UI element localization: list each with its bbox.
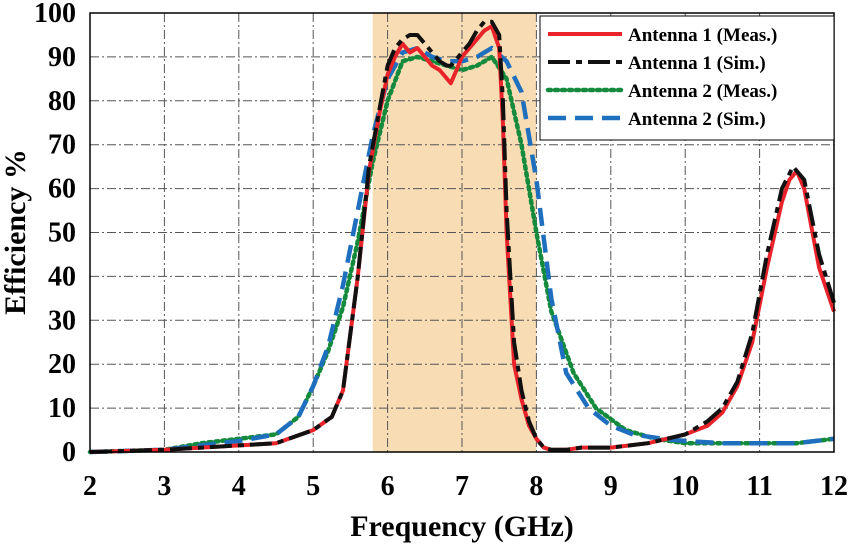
x-tick-label: 12 <box>820 471 848 502</box>
x-tick-label: 8 <box>529 471 543 502</box>
y-tick-label: 90 <box>48 42 76 73</box>
y-tick-label: 100 <box>34 0 76 29</box>
x-tick-label: 7 <box>455 471 469 502</box>
y-tick-label: 80 <box>48 86 76 117</box>
x-tick-label: 4 <box>232 471 246 502</box>
x-tick-label: 2 <box>83 471 97 502</box>
x-tick-label: 5 <box>306 471 320 502</box>
legend-label: Antenna 2 (Meas.) <box>628 81 777 102</box>
x-tick-label: 11 <box>746 471 772 502</box>
y-tick-label: 40 <box>48 261 76 292</box>
y-axis-label: Efficiency % <box>0 149 32 315</box>
y-tick-label: 50 <box>48 218 76 249</box>
y-tick-label: 0 <box>62 437 76 468</box>
y-tick-label: 20 <box>48 349 76 380</box>
x-tick-label: 9 <box>604 471 618 502</box>
x-tick-label: 10 <box>671 471 699 502</box>
legend-label: Antenna 2 (Sim.) <box>628 109 766 130</box>
y-tick-label: 70 <box>48 130 76 161</box>
x-tick-label: 3 <box>157 471 171 502</box>
legend-label: Antenna 1 (Meas.) <box>628 25 777 46</box>
x-tick-label: 6 <box>381 471 395 502</box>
x-axis-label: Frequency (GHz) <box>350 510 574 543</box>
legend-label: Antenna 1 (Sim.) <box>628 53 766 74</box>
efficiency-chart: 2 3 4 5 6 7 8 9 10 11 12 0 10 20 30 40 50 60 70 80 90 100 Fre… <box>0 0 850 546</box>
y-tick-label: 60 <box>48 174 76 205</box>
legend: Antenna 1 (Meas.) Antenna 1 (Sim.) Antenna… <box>540 16 834 140</box>
y-tick-label: 30 <box>48 305 76 336</box>
y-tick-label: 10 <box>48 393 76 424</box>
